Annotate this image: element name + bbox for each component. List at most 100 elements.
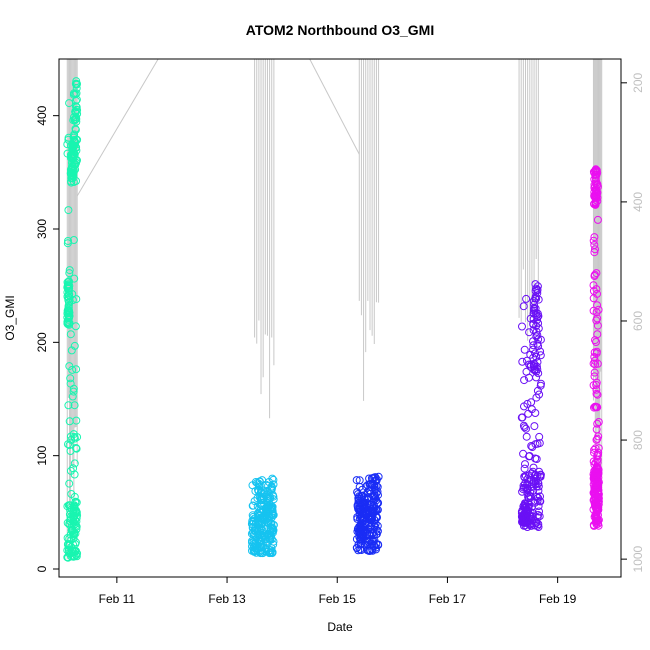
data-point xyxy=(592,478,601,487)
data-point xyxy=(70,470,79,479)
data-point xyxy=(70,492,79,501)
data-point xyxy=(517,413,526,422)
data-point xyxy=(372,545,380,554)
data-point xyxy=(72,80,81,89)
data-point xyxy=(66,501,75,510)
data-layer xyxy=(63,77,603,562)
data-point xyxy=(70,401,79,410)
data-point xyxy=(248,501,257,510)
data-point xyxy=(536,472,544,481)
data-point xyxy=(65,417,74,426)
data-point xyxy=(256,523,265,532)
data-point xyxy=(365,508,374,517)
data-point xyxy=(366,489,375,498)
data-point xyxy=(370,536,379,545)
data-point xyxy=(532,284,540,293)
data-point xyxy=(530,366,539,375)
data-point xyxy=(593,455,602,464)
data-point xyxy=(72,365,81,374)
y-left-tick-label: 400 xyxy=(35,105,49,125)
data-point xyxy=(64,237,72,245)
data-point xyxy=(72,295,81,304)
data-point xyxy=(65,266,74,275)
data-point xyxy=(530,300,538,309)
data-point xyxy=(65,99,74,108)
y-axis-left: 0 100 200 300 400 xyxy=(35,105,59,572)
data-point xyxy=(535,507,543,516)
x-tick-label: Feb 17 xyxy=(429,592,467,606)
data-point xyxy=(532,474,541,483)
data-point xyxy=(525,328,534,337)
data-point xyxy=(533,339,542,348)
data-point xyxy=(594,511,602,520)
data-point xyxy=(355,507,364,516)
y-right-tick-label: 400 xyxy=(631,192,645,212)
data-point xyxy=(590,368,599,377)
data-point xyxy=(535,432,544,441)
data-point xyxy=(69,178,78,186)
data-point xyxy=(254,487,263,496)
data-point xyxy=(590,233,599,242)
data-point xyxy=(590,270,599,279)
data-point xyxy=(65,269,74,278)
data-point xyxy=(591,480,600,489)
y-left-tick-label: 0 xyxy=(35,565,49,572)
data-point xyxy=(371,476,380,485)
data-point xyxy=(529,463,538,472)
data-point xyxy=(373,498,382,507)
y-left-tick-label: 300 xyxy=(35,219,49,239)
data-point xyxy=(594,305,603,314)
data-point xyxy=(593,450,602,459)
series-5 xyxy=(589,165,603,530)
data-point xyxy=(64,401,73,410)
data-point xyxy=(530,422,539,431)
data-point xyxy=(65,441,74,450)
data-point xyxy=(535,512,544,521)
data-point xyxy=(522,367,531,376)
data-point xyxy=(532,518,541,527)
data-point xyxy=(269,521,278,529)
data-point xyxy=(267,546,276,555)
data-point xyxy=(69,387,78,396)
data-point xyxy=(65,479,74,488)
data-point xyxy=(525,452,533,461)
data-point xyxy=(268,503,277,512)
data-point xyxy=(532,373,541,382)
data-point xyxy=(520,502,529,510)
pressure-transit-line xyxy=(76,58,159,197)
data-point xyxy=(359,500,368,509)
data-point xyxy=(71,497,80,506)
data-point xyxy=(518,322,526,331)
data-point xyxy=(527,442,536,450)
data-point xyxy=(72,444,80,452)
data-point xyxy=(593,514,602,523)
data-point xyxy=(591,470,599,479)
data-point xyxy=(589,236,598,245)
data-point xyxy=(71,125,80,134)
data-point xyxy=(71,547,80,556)
data-point xyxy=(66,330,75,339)
data-point xyxy=(593,403,602,412)
data-point xyxy=(71,160,80,169)
data-point xyxy=(256,495,265,504)
data-point xyxy=(264,512,273,521)
data-point xyxy=(591,195,600,204)
data-point xyxy=(534,502,543,511)
data-point xyxy=(593,182,602,191)
y-right-tick-label: 200 xyxy=(631,72,645,92)
data-point xyxy=(527,469,536,478)
data-point xyxy=(366,523,375,532)
data-point xyxy=(593,330,602,339)
data-point xyxy=(524,494,533,503)
data-point xyxy=(520,402,528,411)
data-point xyxy=(590,348,599,357)
data-point xyxy=(594,432,603,441)
data-point xyxy=(594,418,603,426)
data-point xyxy=(532,455,541,463)
data-point xyxy=(591,503,600,512)
data-point xyxy=(529,341,538,350)
data-point xyxy=(533,331,542,340)
data-point xyxy=(594,505,603,514)
data-point xyxy=(370,480,379,489)
data-point xyxy=(265,478,273,486)
